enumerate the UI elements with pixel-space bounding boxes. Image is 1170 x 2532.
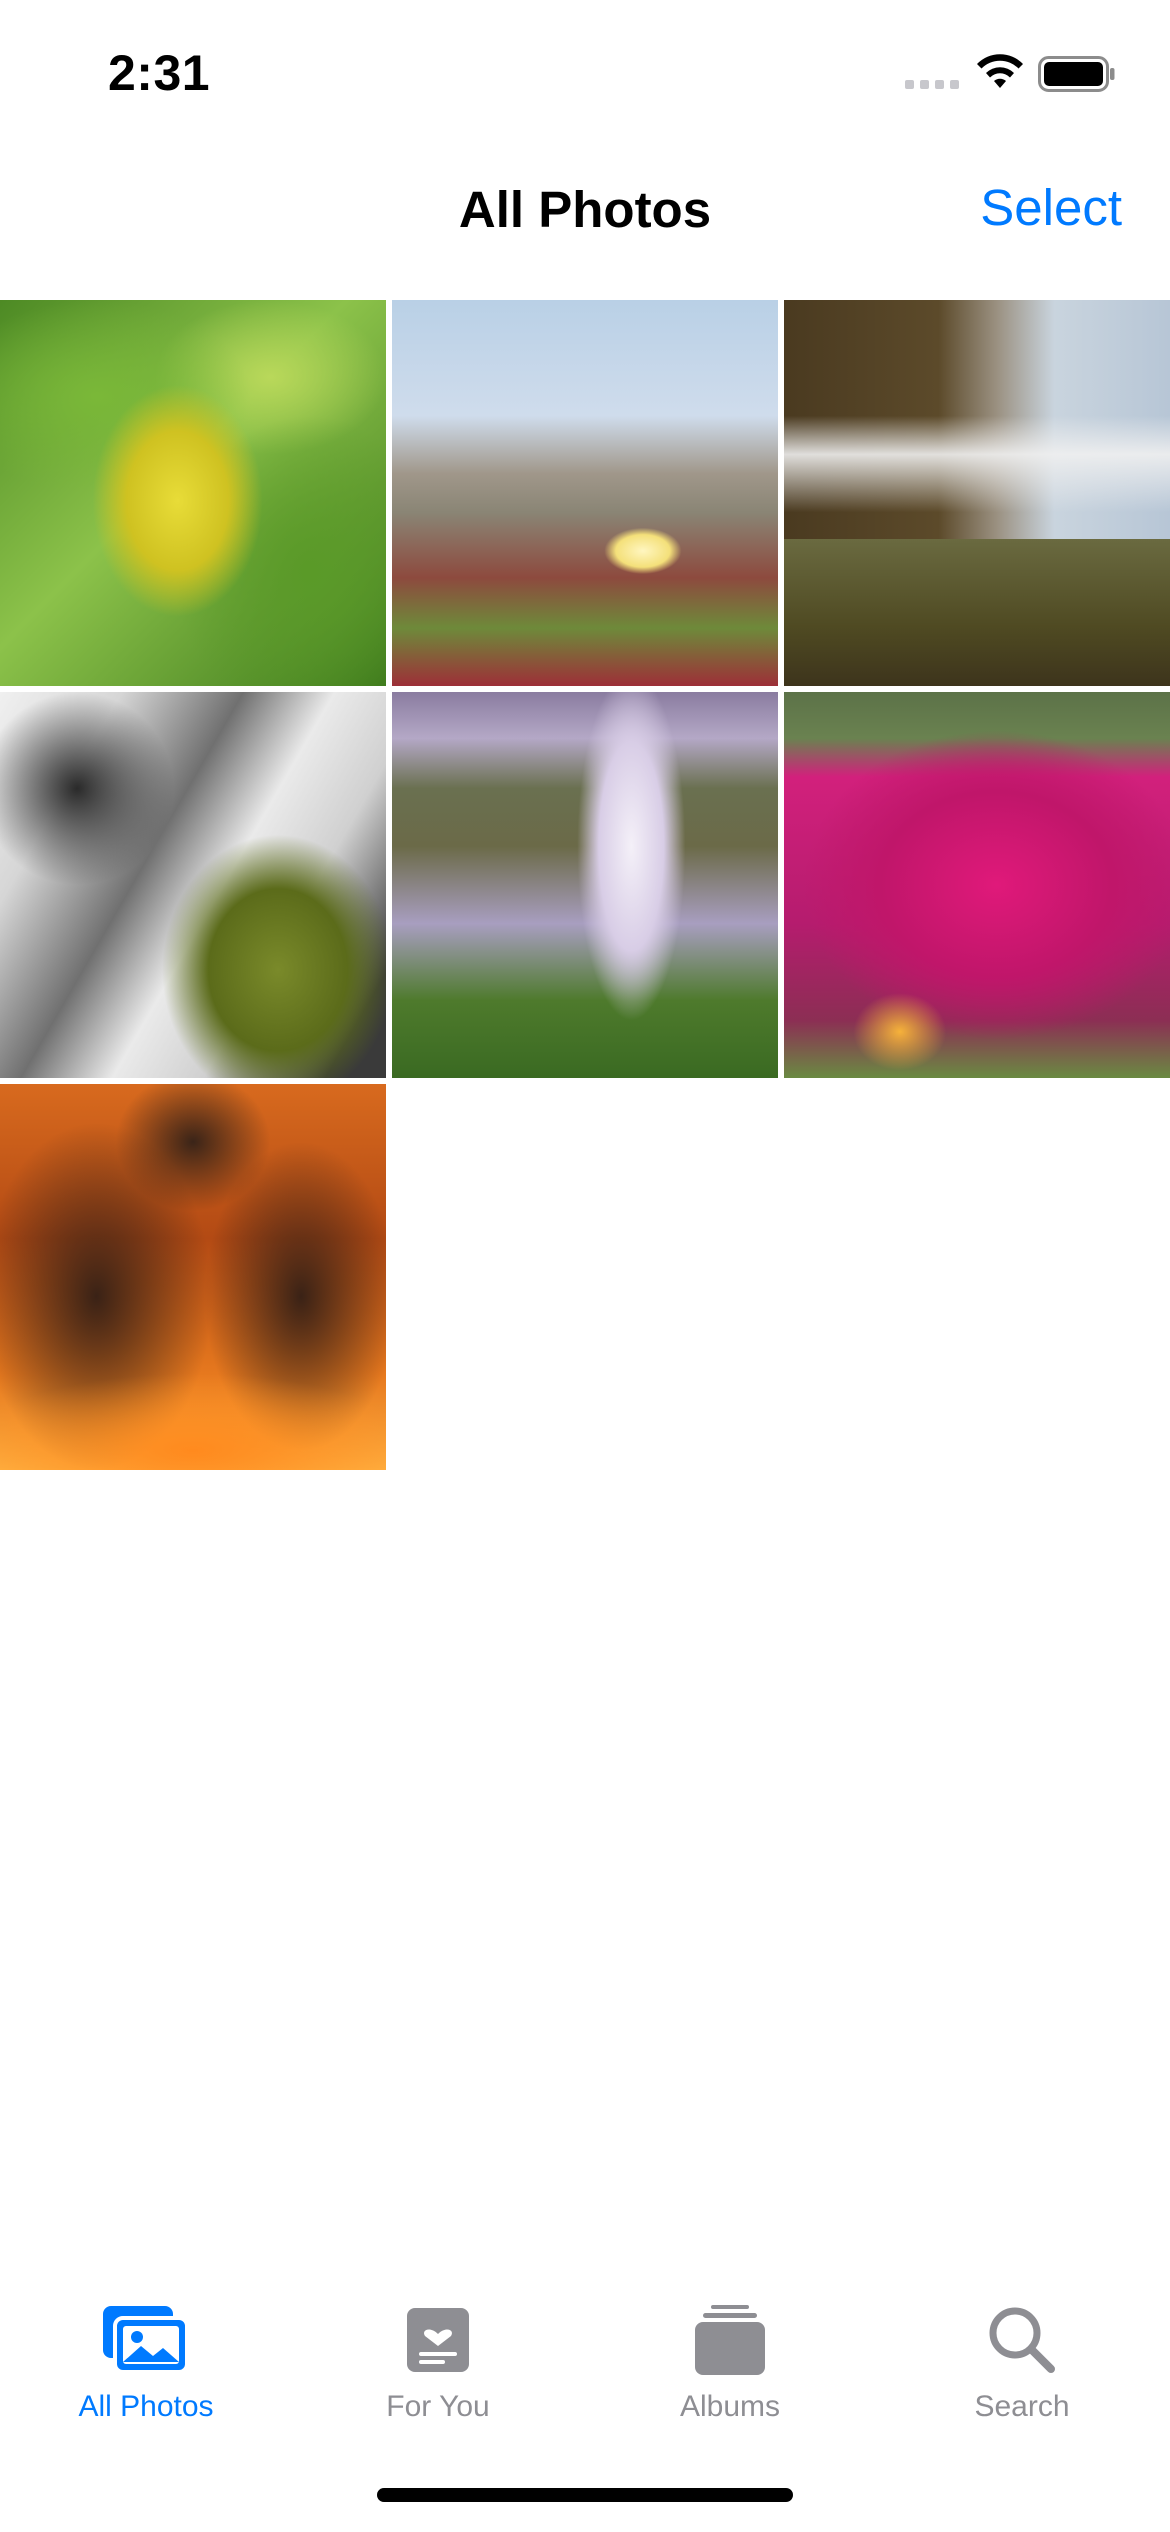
tab-for-you[interactable]: For You [292, 2280, 584, 2430]
cellular-signal-icon [905, 80, 959, 89]
tab-label: Albums [679, 2390, 781, 2423]
photo-thumbnail[interactable] [784, 300, 1170, 686]
photo-thumbnail[interactable] [0, 300, 386, 686]
page-title: All Photos [458, 181, 712, 238]
search-icon [977, 2300, 1067, 2380]
tab-label: Search [974, 2390, 1070, 2423]
photo-grid [0, 300, 1170, 1470]
status-time: 2:31 [108, 45, 211, 101]
photo-thumbnail[interactable] [784, 692, 1170, 1078]
photo-thumbnail[interactable] [392, 692, 778, 1078]
tab-label: All Photos [78, 2390, 214, 2423]
tab-search[interactable]: Search [876, 2280, 1168, 2430]
photo-thumbnail[interactable] [0, 692, 386, 1078]
albums-icon [685, 2300, 775, 2380]
tab-albums[interactable]: Albums [584, 2280, 876, 2430]
navigation-bar: All Photos Select [0, 145, 1170, 300]
tab-label: For You [386, 2390, 490, 2423]
status-bar: 2:31 [0, 0, 1170, 145]
photo-thumbnail[interactable] [392, 300, 778, 686]
home-indicator[interactable] [377, 2488, 793, 2502]
tab-all-photos[interactable]: All Photos [0, 2280, 292, 2430]
select-button[interactable]: Select [980, 179, 1122, 236]
photo-thumbnail[interactable] [0, 1084, 386, 1470]
wifi-icon [977, 54, 1023, 88]
for-you-icon [393, 2300, 483, 2380]
photos-icon [101, 2300, 191, 2380]
battery-icon [1038, 56, 1115, 92]
